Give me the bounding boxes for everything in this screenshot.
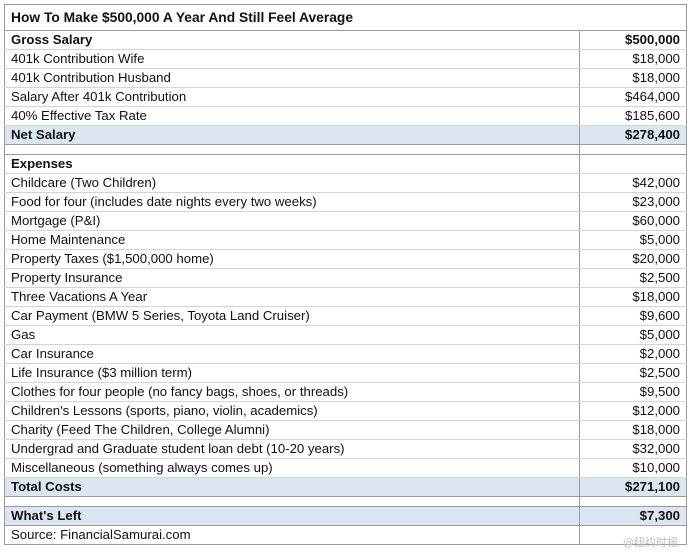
expense-row: Life Insurance ($3 million term) $2,500 [4, 363, 687, 383]
expense-label: Food for four (includes date nights ever… [4, 192, 580, 212]
expenses-header-blank [579, 154, 687, 174]
expense-value: $18,000 [579, 287, 687, 307]
income-value: $464,000 [579, 87, 687, 107]
budget-table-container: How To Make $500,000 A Year And Still Fe… [4, 4, 687, 545]
expense-row: Miscellaneous (something always comes up… [4, 458, 687, 478]
income-row: Salary After 401k Contribution $464,000 [4, 87, 687, 107]
expenses-header: Expenses [4, 154, 580, 174]
expense-value: $5,000 [579, 325, 687, 345]
expense-row: Mortgage (P&I) $60,000 [4, 211, 687, 231]
expense-label: Car Payment (BMW 5 Series, Toyota Land C… [4, 306, 580, 326]
expense-label: Property Taxes ($1,500,000 home) [4, 249, 580, 269]
expense-value: $9,600 [579, 306, 687, 326]
expenses-header-row: Expenses [4, 154, 687, 174]
expense-value: $42,000 [579, 173, 687, 193]
expense-value: $9,500 [579, 382, 687, 402]
expense-value: $2,500 [579, 363, 687, 383]
gross-salary-label: Gross Salary [4, 30, 580, 50]
net-salary-label: Net Salary [4, 125, 580, 145]
gross-salary-row: Gross Salary $500,000 [4, 30, 687, 50]
expense-value: $2,000 [579, 344, 687, 364]
expense-row: Car Insurance $2,000 [4, 344, 687, 364]
expense-row: Gas $5,000 [4, 325, 687, 345]
expense-value: $18,000 [579, 420, 687, 440]
expense-label: Gas [4, 325, 580, 345]
whats-left-label: What's Left [4, 506, 580, 526]
expense-row: Clothes for four people (no fancy bags, … [4, 382, 687, 402]
income-label: 40% Effective Tax Rate [4, 106, 580, 126]
total-costs-label: Total Costs [4, 477, 580, 497]
income-row: 401k Contribution Wife $18,000 [4, 49, 687, 69]
expense-row: Car Payment (BMW 5 Series, Toyota Land C… [4, 306, 687, 326]
expense-label: Miscellaneous (something always comes up… [4, 458, 580, 478]
income-value: $18,000 [579, 49, 687, 69]
expense-label: Car Insurance [4, 344, 580, 364]
expense-value: $20,000 [579, 249, 687, 269]
expense-label: Childcare (Two Children) [4, 173, 580, 193]
income-value: $18,000 [579, 68, 687, 88]
expense-value: $60,000 [579, 211, 687, 231]
spacer-row [4, 496, 687, 507]
income-row: 40% Effective Tax Rate $185,600 [4, 106, 687, 126]
expense-label: Undergrad and Graduate student loan debt… [4, 439, 580, 459]
expense-label: Mortgage (P&I) [4, 211, 580, 231]
income-value: $185,600 [579, 106, 687, 126]
expense-row: Food for four (includes date nights ever… [4, 192, 687, 212]
expense-label: Life Insurance ($3 million term) [4, 363, 580, 383]
expense-row: Childcare (Two Children) $42,000 [4, 173, 687, 193]
expense-label: Clothes for four people (no fancy bags, … [4, 382, 580, 402]
net-salary-row: Net Salary $278,400 [4, 125, 687, 145]
expense-row: Property Insurance $2,500 [4, 268, 687, 288]
source-blank [579, 525, 687, 545]
budget-table: How To Make $500,000 A Year And Still Fe… [4, 4, 687, 545]
expense-row: Three Vacations A Year $18,000 [4, 287, 687, 307]
total-costs-row: Total Costs $271,100 [4, 477, 687, 497]
gross-salary-value: $500,000 [579, 30, 687, 50]
net-salary-value: $278,400 [579, 125, 687, 145]
source-text: Source: FinancialSamurai.com [4, 525, 580, 545]
expense-value: $23,000 [579, 192, 687, 212]
total-costs-value: $271,100 [579, 477, 687, 497]
expense-label: Charity (Feed The Children, College Alum… [4, 420, 580, 440]
expense-label: Three Vacations A Year [4, 287, 580, 307]
expense-row: Property Taxes ($1,500,000 home) $20,000 [4, 249, 687, 269]
income-row: 401k Contribution Husband $18,000 [4, 68, 687, 88]
expense-row: Charity (Feed The Children, College Alum… [4, 420, 687, 440]
title-row: How To Make $500,000 A Year And Still Fe… [4, 4, 687, 31]
source-row: Source: FinancialSamurai.com [4, 525, 687, 545]
expense-label: Home Maintenance [4, 230, 580, 250]
income-label: 401k Contribution Husband [4, 68, 580, 88]
expense-row: Children's Lessons (sports, piano, violi… [4, 401, 687, 421]
table-title: How To Make $500,000 A Year And Still Fe… [4, 4, 687, 31]
expense-value: $32,000 [579, 439, 687, 459]
watermark: @纽约时报 [623, 536, 678, 549]
expense-value: $5,000 [579, 230, 687, 250]
income-label: 401k Contribution Wife [4, 49, 580, 69]
spacer-row [4, 144, 687, 155]
income-label: Salary After 401k Contribution [4, 87, 580, 107]
whats-left-row: What's Left $7,300 [4, 506, 687, 526]
expense-row: Home Maintenance $5,000 [4, 230, 687, 250]
expense-label: Children's Lessons (sports, piano, violi… [4, 401, 580, 421]
whats-left-value: $7,300 [579, 506, 687, 526]
expense-value: $12,000 [579, 401, 687, 421]
expense-label: Property Insurance [4, 268, 580, 288]
expense-row: Undergrad and Graduate student loan debt… [4, 439, 687, 459]
expense-value: $2,500 [579, 268, 687, 288]
expense-value: $10,000 [579, 458, 687, 478]
